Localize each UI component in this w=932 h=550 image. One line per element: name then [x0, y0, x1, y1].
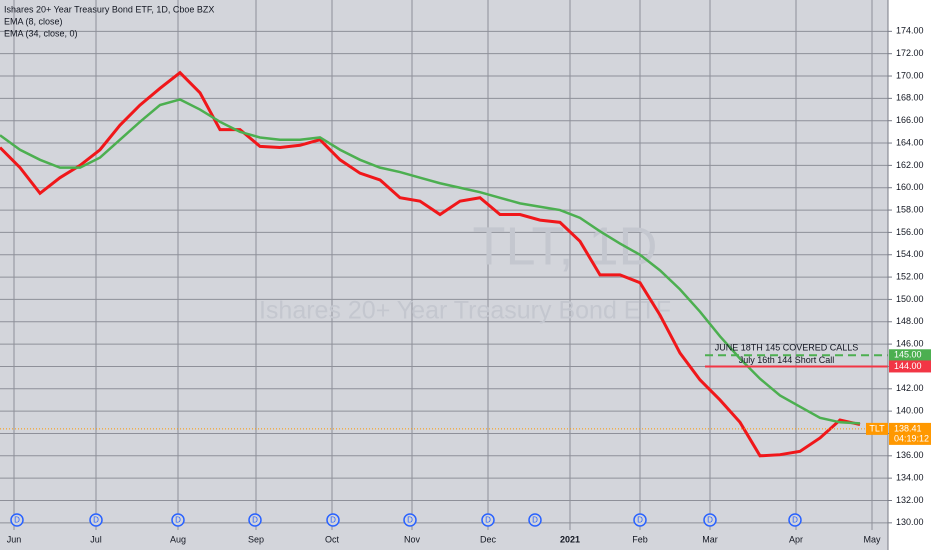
marks — [0, 70, 888, 527]
legend-entry: EMA (8, close) — [4, 16, 63, 26]
x-tick-label: May — [863, 534, 881, 544]
y-tick-label: 166.00 — [896, 115, 924, 125]
y-tick-label: 154.00 — [896, 249, 924, 259]
y-tick-label: 170.00 — [896, 70, 924, 80]
x-tick-label: Apr — [789, 534, 803, 544]
plot-background — [0, 0, 888, 550]
x-tick-label: Oct — [325, 534, 340, 544]
dividend-marker — [248, 513, 262, 527]
dividend-marker — [171, 513, 185, 527]
level-text: July 16th 144 Short Call — [739, 355, 835, 365]
x-tick-label: Aug — [170, 534, 186, 544]
dividend-label: D — [707, 516, 713, 525]
dividend-label: D — [14, 516, 20, 525]
dividend-label: D — [637, 516, 643, 525]
symbol-box — [866, 422, 888, 435]
chart-title: Ishares 20+ Year Treasury Bond ETF, 1D, … — [4, 4, 214, 14]
x-tick-label: Dec — [480, 534, 497, 544]
dividend-label: D — [252, 516, 258, 525]
y-tick-label: 136.00 — [896, 450, 924, 460]
price-label: 138.41 — [894, 423, 922, 433]
y-tick-label: 156.00 — [896, 227, 924, 237]
x-tick-label: 2021 — [560, 534, 580, 544]
dividend-marker — [633, 513, 647, 527]
dividend-label: D — [175, 516, 181, 525]
y-tick-label: 160.00 — [896, 182, 924, 192]
x-tick-label: Feb — [632, 534, 648, 544]
dividend-label: D — [330, 516, 336, 525]
dividend-marker — [326, 513, 340, 527]
y-tick-label: 174.00 — [896, 26, 924, 36]
x-tick-label: Sep — [248, 534, 264, 544]
y-tick-label: 148.00 — [896, 316, 924, 326]
level-label: 145.00 — [894, 350, 922, 360]
x-tick-label: Jun — [7, 534, 22, 544]
legend-entry: EMA (34, close, 0) — [4, 28, 78, 38]
dividend-marker — [403, 513, 417, 527]
x-tick-label: Nov — [404, 534, 421, 544]
level-label: 144.00 — [894, 361, 922, 371]
countdown: 04:19:12 — [894, 433, 929, 443]
y-tick-label: 168.00 — [896, 93, 924, 103]
level-text: JUNE 18TH 145 COVERED CALLS — [715, 343, 859, 353]
dividend-label: D — [407, 516, 413, 525]
symbol-label: TLT — [869, 423, 885, 433]
dividend-marker — [10, 513, 24, 527]
y-tick-label: 130.00 — [896, 517, 924, 527]
dividend-marker — [788, 513, 802, 527]
y-tick-label: 132.00 — [896, 495, 924, 505]
y-tick-label: 134.00 — [896, 473, 924, 483]
dividend-label: D — [93, 516, 99, 525]
y-tick-label: 172.00 — [896, 48, 924, 58]
dividend-marker — [703, 513, 717, 527]
y-tick-label: 152.00 — [896, 271, 924, 281]
dividend-label: D — [792, 516, 798, 525]
y-tick-label: 162.00 — [896, 160, 924, 170]
ema-line — [0, 70, 861, 458]
ema-line — [0, 98, 861, 425]
watermark-subtitle: Ishares 20+ Year Treasury Bond ETF — [259, 297, 671, 325]
y-tick-label: 158.00 — [896, 204, 924, 214]
price-box — [889, 422, 931, 445]
dividend-marker — [481, 513, 495, 527]
dividend-marker — [528, 513, 542, 527]
y-tick-label: 150.00 — [896, 294, 924, 304]
price-axis-background — [888, 0, 932, 550]
level-label-box — [889, 349, 931, 362]
y-tick-label: 142.00 — [896, 383, 924, 393]
y-tick-label: 146.00 — [896, 338, 924, 348]
x-tick-label: Mar — [702, 534, 718, 544]
level-label-box — [889, 360, 931, 373]
x-tick-label: Jul — [90, 534, 102, 544]
y-tick-label: 140.00 — [896, 406, 924, 416]
dividend-marker — [89, 513, 103, 527]
y-tick-label: 164.00 — [896, 137, 924, 147]
dividend-label: D — [532, 516, 538, 525]
dividend-label: D — [485, 516, 491, 525]
